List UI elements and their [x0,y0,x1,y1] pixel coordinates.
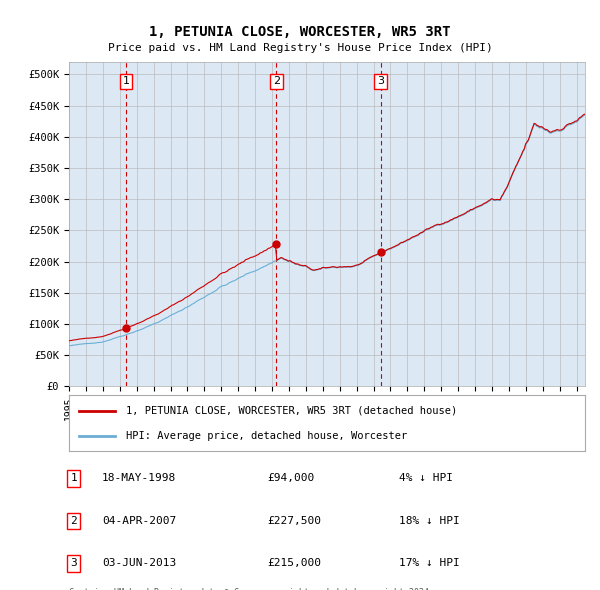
Text: 1: 1 [122,77,130,86]
Text: 3: 3 [70,559,77,568]
Text: 18% ↓ HPI: 18% ↓ HPI [399,516,460,526]
Text: HPI: Average price, detached house, Worcester: HPI: Average price, detached house, Worc… [126,431,407,441]
Text: 2: 2 [70,516,77,526]
Text: 3: 3 [377,77,384,86]
Text: 2: 2 [272,77,280,86]
Text: Price paid vs. HM Land Registry's House Price Index (HPI): Price paid vs. HM Land Registry's House … [107,44,493,53]
Text: 1, PETUNIA CLOSE, WORCESTER, WR5 3RT (detached house): 1, PETUNIA CLOSE, WORCESTER, WR5 3RT (de… [126,406,457,416]
Text: £227,500: £227,500 [267,516,321,526]
Text: 4% ↓ HPI: 4% ↓ HPI [399,474,453,483]
Text: 1, PETUNIA CLOSE, WORCESTER, WR5 3RT: 1, PETUNIA CLOSE, WORCESTER, WR5 3RT [149,25,451,40]
Text: 1: 1 [70,474,77,483]
Text: 03-JUN-2013: 03-JUN-2013 [102,559,176,568]
Text: 04-APR-2007: 04-APR-2007 [102,516,176,526]
Text: £215,000: £215,000 [267,559,321,568]
Text: 18-MAY-1998: 18-MAY-1998 [102,474,176,483]
Text: Contains HM Land Registry data © Crown copyright and database right 2024.
This d: Contains HM Land Registry data © Crown c… [69,588,434,590]
Text: £94,000: £94,000 [267,474,314,483]
Text: 17% ↓ HPI: 17% ↓ HPI [399,559,460,568]
